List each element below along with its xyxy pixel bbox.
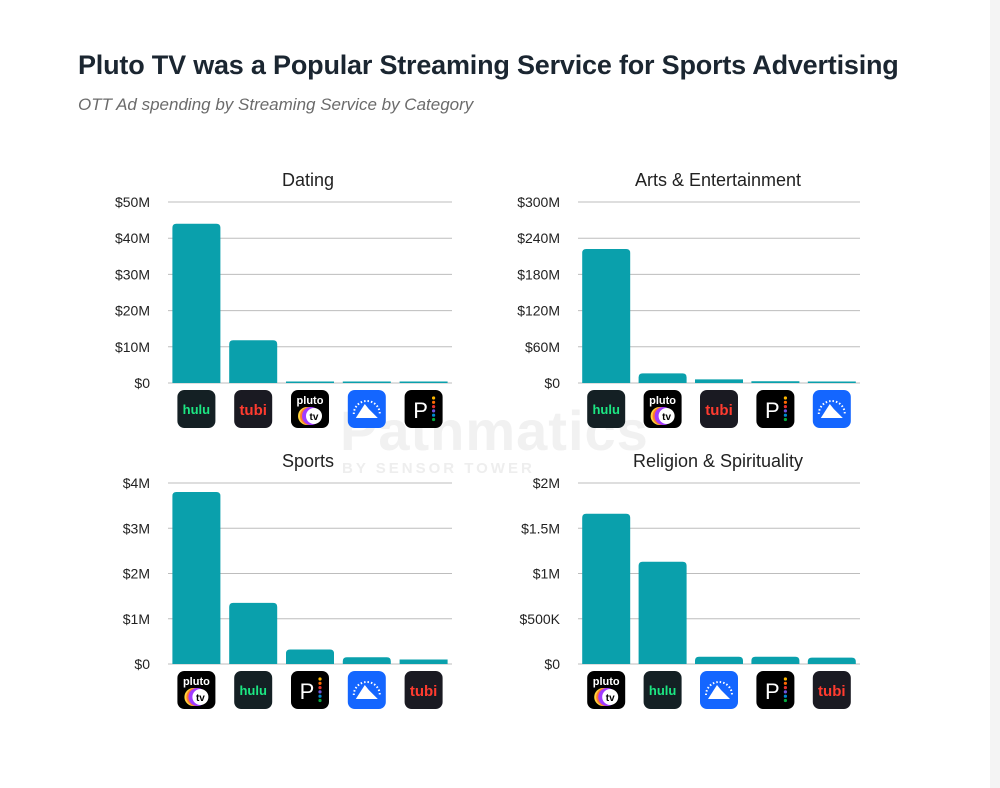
bar-peacock	[399, 381, 448, 383]
hulu-logo-icon: hulu	[177, 390, 216, 428]
y-tick-label: $20M	[115, 303, 150, 319]
paramount-logo-icon	[700, 671, 738, 709]
bar-peacock	[751, 381, 800, 383]
svg-text:hulu: hulu	[183, 402, 210, 417]
bar-pluto	[582, 513, 631, 664]
watermark-tagline: BY SENSOR TOWER	[342, 460, 535, 477]
chart-title: Religion & Spirituality	[633, 451, 803, 471]
y-tick-label: $240M	[517, 230, 560, 246]
pluto-logo-icon: pluto tv	[587, 671, 626, 709]
right-edge-strip	[990, 0, 1000, 788]
tubi-logo-icon: tubi	[812, 671, 851, 709]
bar-tubi	[695, 379, 743, 383]
y-tick-label: $2M	[533, 475, 560, 491]
bar-paramount	[695, 656, 743, 664]
hulu-logo-icon: hulu	[234, 671, 273, 709]
y-tick-label: $10M	[115, 339, 150, 355]
y-tick-label: $0	[544, 656, 560, 672]
chart-title: Arts & Entertainment	[635, 170, 801, 190]
chart-title: Dating	[282, 170, 334, 190]
y-tick-label: $0	[134, 375, 150, 391]
svg-text:tv: tv	[662, 412, 671, 423]
y-tick-label: $60M	[525, 339, 560, 355]
chart-panel: Religion & Spirituality $0 $500K $1M $1.5M $2…	[520, 451, 860, 709]
bar-pluto	[172, 492, 221, 664]
bar-tubi	[399, 659, 448, 664]
peacock-logo-icon: P	[756, 390, 795, 428]
y-tick-label: $1.5M	[521, 520, 560, 536]
svg-text:P: P	[413, 398, 428, 423]
svg-text:P: P	[765, 398, 780, 423]
bar-hulu	[229, 602, 278, 664]
paramount-logo-icon	[347, 671, 386, 709]
bar-hulu	[172, 223, 221, 383]
paramount-logo-icon	[812, 390, 851, 428]
svg-text:hulu: hulu	[239, 683, 266, 698]
bar-hulu	[582, 249, 631, 383]
svg-text:tubi: tubi	[239, 402, 267, 419]
svg-text:pluto: pluto	[183, 676, 210, 688]
tubi-logo-icon: tubi	[234, 390, 273, 428]
y-tick-label: $1M	[123, 611, 150, 627]
svg-text:tubi: tubi	[410, 683, 438, 700]
svg-text:pluto: pluto	[297, 395, 324, 407]
y-tick-label: $4M	[123, 475, 150, 491]
y-tick-label: $0	[134, 656, 150, 672]
bar-hulu	[638, 561, 687, 664]
page-subtitle: OTT Ad spending by Streaming Service by …	[78, 95, 474, 114]
chart-panel: Arts & Entertainment $0 $60M $120M $180M $240…	[517, 170, 860, 428]
y-tick-label: $0	[544, 375, 560, 391]
svg-text:pluto: pluto	[593, 676, 620, 688]
svg-text:tubi: tubi	[818, 683, 846, 700]
bar-pluto	[638, 373, 687, 383]
tubi-logo-icon: tubi	[700, 390, 738, 428]
svg-text:hulu: hulu	[592, 402, 619, 417]
bar-paramount	[342, 657, 391, 664]
y-tick-label: $300M	[517, 194, 560, 210]
peacock-logo-icon: P	[291, 671, 329, 709]
bar-paramount	[807, 381, 856, 383]
tubi-logo-icon: tubi	[404, 671, 443, 709]
y-tick-label: $2M	[123, 566, 150, 582]
page-title: Pluto TV was a Popular Streaming Service…	[78, 50, 899, 80]
svg-text:P: P	[765, 679, 780, 704]
bar-peacock	[286, 649, 334, 664]
hulu-logo-icon: hulu	[643, 671, 682, 709]
y-tick-label: $3M	[123, 520, 150, 536]
y-tick-label: $40M	[115, 230, 150, 246]
svg-text:hulu: hulu	[649, 683, 676, 698]
bar-pluto	[286, 381, 334, 383]
peacock-logo-icon: P	[756, 671, 795, 709]
y-tick-label: $50M	[115, 194, 150, 210]
bar-paramount	[342, 381, 391, 383]
y-tick-label: $120M	[517, 303, 560, 319]
chart-panel: Dating $0 $10M $20M $30M $40M $50M hulu tubi plut…	[115, 170, 452, 428]
paramount-logo-icon	[347, 390, 386, 428]
pluto-logo-icon: pluto tv	[177, 671, 216, 709]
svg-text:tubi: tubi	[705, 402, 733, 419]
svg-text:tv: tv	[196, 693, 205, 704]
chart-title: Sports	[282, 451, 334, 471]
bar-tubi	[807, 657, 856, 664]
svg-text:pluto: pluto	[649, 395, 676, 407]
svg-text:tv: tv	[310, 412, 319, 423]
peacock-logo-icon: P	[404, 390, 443, 428]
pluto-logo-icon: pluto tv	[643, 390, 682, 428]
bar-tubi	[229, 340, 278, 383]
svg-text:tv: tv	[606, 693, 615, 704]
y-tick-label: $180M	[517, 266, 560, 282]
svg-text:P: P	[300, 679, 315, 704]
y-tick-label: $500K	[520, 611, 561, 627]
y-tick-label: $1M	[533, 566, 560, 582]
bar-peacock	[751, 656, 800, 664]
y-tick-label: $30M	[115, 266, 150, 282]
pluto-logo-icon: pluto tv	[291, 390, 329, 428]
hulu-logo-icon: hulu	[587, 390, 626, 428]
